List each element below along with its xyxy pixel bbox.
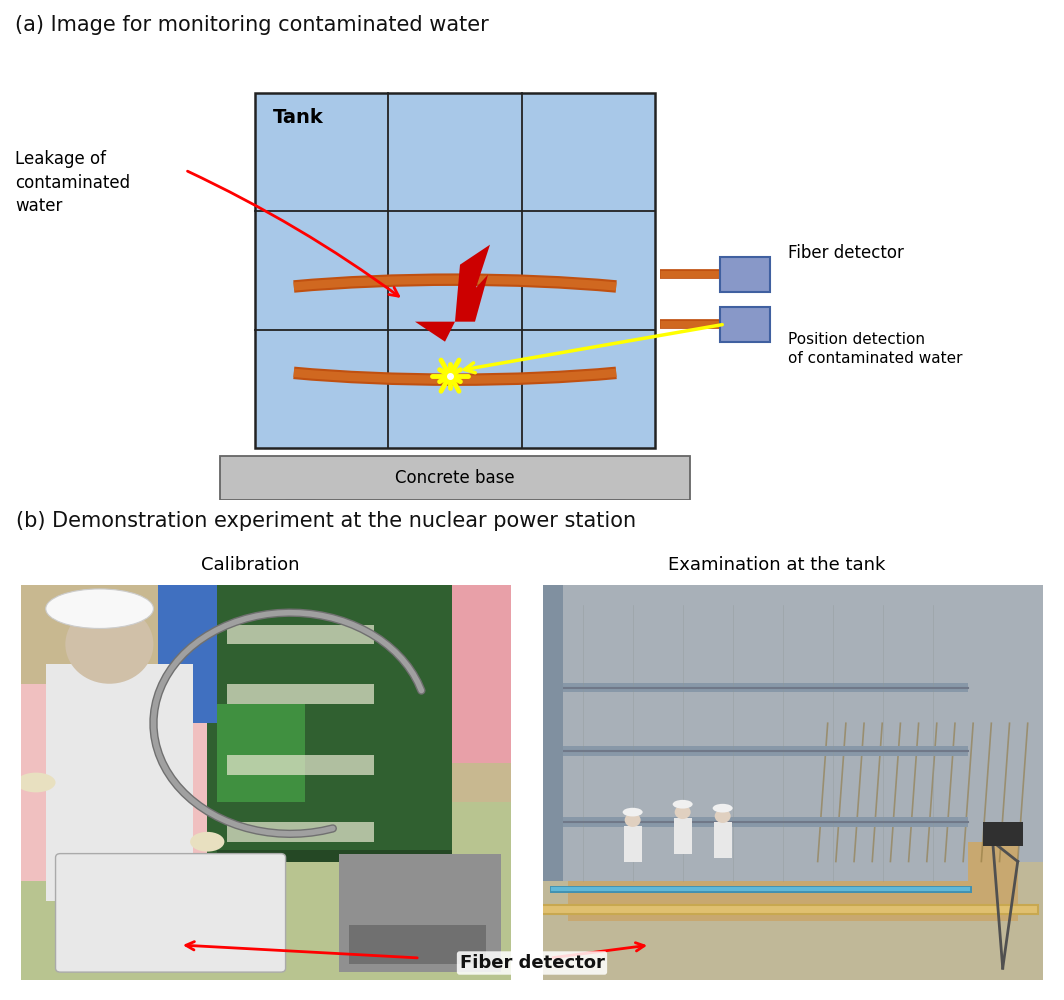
Bar	[220, 456, 689, 500]
Bar	[983, 822, 1023, 846]
Text: Concrete base: Concrete base	[395, 469, 515, 487]
Bar	[543, 683, 968, 692]
Bar	[227, 822, 373, 842]
Ellipse shape	[675, 805, 691, 819]
Bar	[543, 585, 563, 881]
Bar	[227, 755, 373, 775]
Ellipse shape	[190, 832, 225, 852]
Bar	[207, 585, 452, 861]
Polygon shape	[415, 245, 491, 342]
Bar	[217, 704, 305, 802]
Bar	[30, 540, 980, 608]
Bar	[339, 854, 501, 972]
Ellipse shape	[713, 804, 733, 813]
Bar	[227, 624, 373, 644]
Ellipse shape	[622, 808, 643, 816]
Ellipse shape	[46, 589, 153, 628]
Bar	[159, 585, 217, 723]
Text: Fiber detector: Fiber detector	[788, 244, 904, 262]
Ellipse shape	[715, 809, 731, 823]
Bar	[543, 861, 1043, 980]
Text: Leakage of
contaminated
water: Leakage of contaminated water	[15, 150, 130, 215]
Bar	[568, 842, 1017, 921]
Bar	[217, 850, 452, 861]
Bar	[543, 817, 968, 827]
Text: Examination at the tank: Examination at the tank	[668, 556, 885, 574]
Bar	[21, 684, 217, 881]
Bar	[543, 585, 1043, 743]
Ellipse shape	[65, 605, 153, 684]
Bar	[285, 500, 315, 590]
Bar	[227, 684, 373, 704]
Bar	[543, 585, 968, 881]
Text: (a) Image for monitoring contaminated water: (a) Image for monitoring contaminated wa…	[15, 15, 488, 35]
Bar	[349, 925, 486, 964]
Ellipse shape	[625, 813, 641, 827]
Bar	[624, 826, 642, 861]
FancyBboxPatch shape	[55, 854, 285, 972]
Bar	[21, 802, 511, 980]
Bar	[46, 664, 193, 901]
Bar	[595, 500, 625, 590]
Bar	[714, 822, 732, 858]
Ellipse shape	[16, 773, 55, 792]
Bar	[720, 257, 770, 292]
Text: Calibration: Calibration	[201, 556, 299, 574]
Bar	[674, 818, 692, 854]
Bar	[193, 585, 511, 763]
Text: (b) Demonstration experiment at the nuclear power station: (b) Demonstration experiment at the nucl…	[16, 511, 636, 531]
Text: Fiber detector: Fiber detector	[460, 954, 604, 972]
Bar	[543, 746, 968, 756]
Bar	[720, 307, 770, 342]
Text: Position detection
of contaminated water: Position detection of contaminated water	[788, 332, 963, 366]
Bar	[255, 93, 655, 448]
Text: Tank: Tank	[273, 108, 323, 127]
Ellipse shape	[672, 800, 693, 809]
Bar	[893, 585, 1043, 901]
